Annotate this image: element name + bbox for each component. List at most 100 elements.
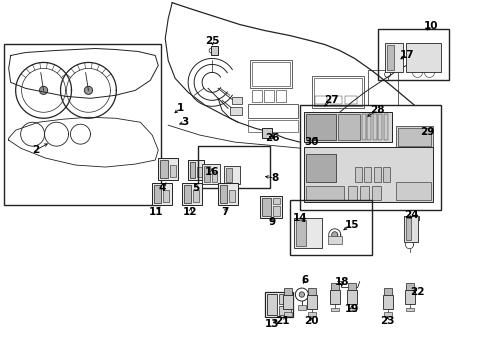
Text: 25: 25 bbox=[204, 36, 219, 46]
Bar bbox=[224, 166, 240, 184]
Bar bbox=[272, 206, 279, 216]
Polygon shape bbox=[385, 166, 393, 174]
Bar bbox=[382, 167, 389, 182]
Bar bbox=[293, 218, 321, 248]
Bar bbox=[383, 288, 391, 294]
Bar bbox=[295, 220, 305, 246]
Bar bbox=[188, 160, 203, 180]
Bar bbox=[284, 312, 291, 316]
Bar bbox=[307, 288, 315, 294]
Text: 12: 12 bbox=[183, 207, 197, 217]
Bar bbox=[211, 45, 218, 55]
Bar bbox=[4, 44, 161, 205]
Bar bbox=[361, 114, 365, 140]
Bar bbox=[395, 126, 432, 148]
Bar bbox=[305, 114, 335, 140]
Bar bbox=[278, 306, 290, 315]
Bar bbox=[182, 183, 202, 205]
Bar bbox=[160, 160, 168, 178]
Bar bbox=[344, 96, 356, 104]
Text: 6: 6 bbox=[301, 275, 308, 285]
Bar bbox=[306, 294, 316, 309]
Bar bbox=[303, 147, 432, 202]
Polygon shape bbox=[84, 86, 92, 94]
Text: 19: 19 bbox=[344, 305, 358, 315]
Bar bbox=[314, 96, 326, 104]
Bar bbox=[190, 162, 195, 178]
Bar bbox=[354, 167, 361, 182]
Bar bbox=[264, 90, 273, 102]
Bar bbox=[170, 165, 176, 177]
Bar bbox=[364, 167, 370, 182]
Text: 10: 10 bbox=[424, 21, 438, 31]
Bar bbox=[225, 168, 232, 182]
Bar bbox=[372, 114, 376, 140]
Text: 20: 20 bbox=[304, 316, 318, 327]
Text: 13: 13 bbox=[264, 319, 279, 329]
Bar bbox=[383, 312, 391, 316]
Bar bbox=[220, 185, 226, 203]
Bar bbox=[305, 154, 335, 182]
Text: 18: 18 bbox=[334, 276, 348, 287]
Bar bbox=[251, 62, 289, 86]
Bar bbox=[264, 292, 292, 318]
Text: 2: 2 bbox=[32, 145, 39, 155]
Bar bbox=[260, 196, 281, 218]
Bar bbox=[266, 293, 276, 315]
Bar bbox=[193, 190, 199, 202]
Bar bbox=[367, 71, 397, 105]
Bar bbox=[305, 186, 343, 200]
Bar bbox=[158, 158, 178, 180]
Polygon shape bbox=[331, 232, 337, 238]
Bar bbox=[289, 200, 371, 255]
Bar bbox=[218, 183, 238, 205]
Bar bbox=[249, 60, 291, 88]
Bar bbox=[212, 172, 217, 182]
Text: 27: 27 bbox=[324, 95, 338, 105]
Bar bbox=[251, 90, 262, 102]
Bar bbox=[202, 164, 220, 184]
Bar bbox=[284, 288, 291, 294]
Text: 29: 29 bbox=[419, 127, 434, 137]
Polygon shape bbox=[40, 86, 47, 94]
Bar bbox=[262, 128, 271, 138]
Bar bbox=[272, 198, 279, 204]
Text: 30: 30 bbox=[304, 137, 318, 147]
Bar bbox=[247, 104, 297, 118]
Text: 7: 7 bbox=[221, 207, 228, 217]
Text: 8: 8 bbox=[271, 173, 278, 183]
Polygon shape bbox=[299, 292, 304, 297]
Text: 22: 22 bbox=[409, 287, 424, 297]
Bar bbox=[371, 186, 380, 200]
Bar bbox=[330, 283, 338, 289]
Bar bbox=[247, 120, 297, 132]
Bar bbox=[395, 182, 430, 200]
Bar bbox=[405, 218, 410, 240]
Bar bbox=[232, 97, 242, 104]
Bar bbox=[275, 90, 285, 102]
Text: 3: 3 bbox=[181, 117, 188, 127]
Bar bbox=[262, 198, 270, 216]
Bar bbox=[347, 283, 355, 289]
Bar bbox=[373, 167, 380, 182]
Bar bbox=[283, 294, 292, 309]
Text: 5: 5 bbox=[192, 183, 200, 193]
Bar bbox=[152, 183, 172, 205]
Bar bbox=[330, 307, 338, 311]
Bar bbox=[383, 114, 387, 140]
Bar bbox=[403, 216, 417, 242]
Bar bbox=[366, 114, 370, 140]
Text: 16: 16 bbox=[204, 167, 219, 177]
Bar bbox=[346, 289, 356, 303]
Bar bbox=[405, 283, 413, 289]
Bar bbox=[228, 190, 235, 202]
Bar bbox=[297, 305, 305, 310]
Bar bbox=[184, 185, 191, 203]
Text: 21: 21 bbox=[274, 316, 288, 327]
Bar bbox=[229, 107, 242, 115]
Bar bbox=[377, 114, 381, 140]
Bar bbox=[307, 312, 315, 316]
Bar bbox=[386, 45, 393, 71]
Bar bbox=[163, 190, 169, 202]
Bar bbox=[405, 307, 413, 311]
